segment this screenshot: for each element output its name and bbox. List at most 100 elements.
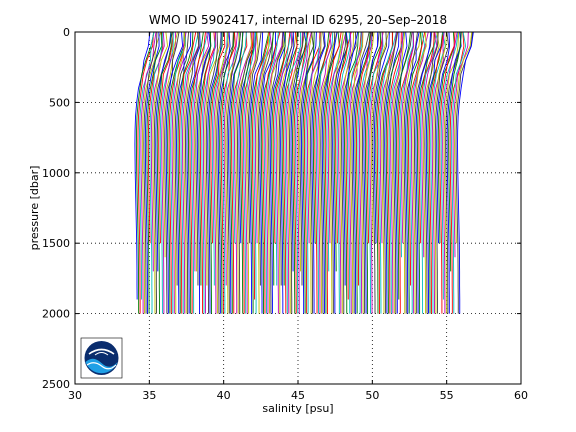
profile-line xyxy=(222,32,241,314)
profile-line xyxy=(199,32,216,314)
profile-line xyxy=(201,32,217,314)
profile-line xyxy=(150,32,165,272)
profile-line xyxy=(135,32,155,314)
profile-line xyxy=(266,32,286,314)
x-axis: 30 35 40 45 50 55 60 xyxy=(68,32,528,402)
profile-line xyxy=(339,32,354,314)
profile-line xyxy=(140,32,157,314)
profile-line xyxy=(360,32,375,314)
profile-line xyxy=(440,32,459,300)
profile-line xyxy=(152,32,169,314)
profile-line xyxy=(336,32,351,314)
profile-line xyxy=(381,32,399,314)
profile-line xyxy=(436,32,451,244)
profile-line xyxy=(397,32,414,314)
profile-line xyxy=(153,32,173,314)
profile-line xyxy=(262,32,281,314)
profile-line xyxy=(225,32,240,314)
profile-line xyxy=(256,32,270,314)
y-tick-label: 500 xyxy=(49,96,70,109)
profile-line xyxy=(373,32,390,244)
profile-line xyxy=(248,32,264,314)
profile-line xyxy=(400,32,415,244)
profile-line xyxy=(425,32,444,314)
profile-line xyxy=(240,32,257,314)
profile-line xyxy=(195,32,212,286)
profile-line xyxy=(272,32,291,244)
profile-line xyxy=(226,32,242,314)
profile-line xyxy=(216,32,234,314)
profile-line xyxy=(174,32,190,286)
chart-title: WMO ID 5902417, internal ID 6295, 20–Sep… xyxy=(149,13,447,27)
profile-line xyxy=(284,32,302,314)
profile-line xyxy=(228,32,244,314)
profile-line xyxy=(443,32,460,314)
x-tick-label: 60 xyxy=(514,389,528,402)
profile-line xyxy=(305,32,322,314)
profile-line xyxy=(247,32,262,244)
profile-line xyxy=(312,32,330,244)
profile-line xyxy=(144,32,160,314)
profile-line xyxy=(149,32,163,314)
profile-line xyxy=(237,32,254,314)
profile-line xyxy=(308,32,322,314)
x-tick-label: 35 xyxy=(142,389,156,402)
profile-line xyxy=(342,32,359,286)
profile-line xyxy=(388,32,405,314)
profile-line xyxy=(192,32,210,272)
profile-line xyxy=(378,32,397,314)
profile-line xyxy=(412,32,427,314)
profile-line xyxy=(452,32,469,258)
profile-line xyxy=(326,32,344,272)
profile-line xyxy=(280,32,295,314)
profile-line xyxy=(427,32,444,314)
profile-line xyxy=(370,32,390,244)
profile-line xyxy=(179,32,197,314)
x-tick-label: 45 xyxy=(291,389,305,402)
profile-line xyxy=(348,32,364,314)
profile-line xyxy=(409,32,426,314)
profile-line xyxy=(189,32,206,314)
profile-line xyxy=(320,32,336,314)
profile-line xyxy=(245,32,259,314)
profile-line xyxy=(352,32,372,314)
y-tick-label: 2000 xyxy=(42,308,70,321)
profile-line xyxy=(190,32,209,314)
profile-line xyxy=(445,32,462,314)
profile-line xyxy=(271,32,286,286)
y-tick-label: 1000 xyxy=(42,167,70,180)
y-tick-label: 2500 xyxy=(42,378,70,391)
profile-line xyxy=(317,32,332,314)
profiles-group xyxy=(134,32,474,314)
profile-line xyxy=(335,32,352,244)
profile-line xyxy=(287,32,306,314)
y-tick-label: 0 xyxy=(63,26,70,39)
profile-line xyxy=(415,32,432,314)
profile-line xyxy=(173,32,186,314)
profile-line xyxy=(347,32,362,314)
profile-line xyxy=(281,32,298,286)
y-axis-label: pressure [dbar] xyxy=(28,166,41,251)
profile-line xyxy=(421,32,438,258)
profile-line xyxy=(375,32,394,314)
profile-line xyxy=(219,32,235,314)
profile-line xyxy=(324,32,342,314)
profile-line xyxy=(208,32,223,314)
profile-line xyxy=(399,32,414,258)
profile-line xyxy=(289,32,304,314)
profile-line xyxy=(390,32,404,314)
profile-line xyxy=(457,32,474,314)
profile-line xyxy=(439,32,456,314)
profile-line xyxy=(385,32,404,314)
profile-line xyxy=(286,32,303,314)
profile-line xyxy=(434,32,450,314)
profile-line xyxy=(354,32,371,314)
profile-line xyxy=(259,32,277,314)
profile-line xyxy=(393,32,413,314)
profile-line xyxy=(442,32,458,314)
profile-line xyxy=(344,32,359,314)
profile-line xyxy=(257,32,274,286)
profile-line xyxy=(162,32,178,258)
profile-line xyxy=(361,32,380,314)
profile-line xyxy=(155,32,172,272)
